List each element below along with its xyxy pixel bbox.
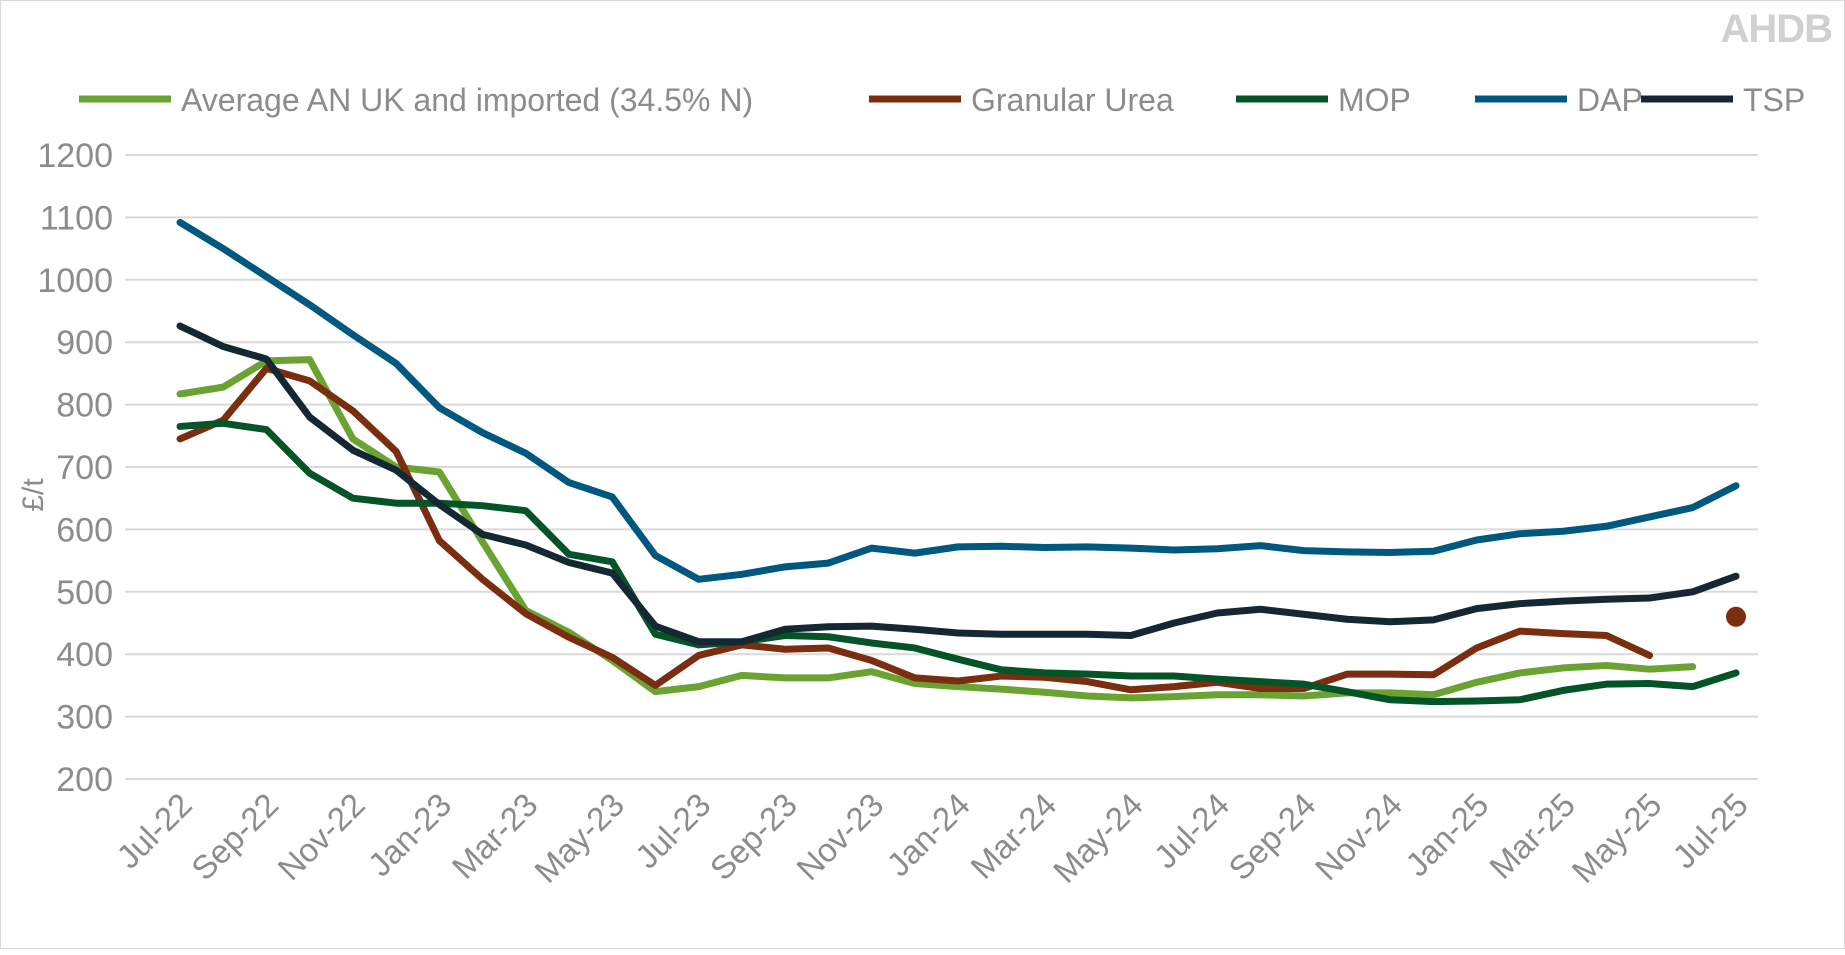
- ahdb-logo: AHDB: [1720, 7, 1833, 51]
- series-line: [176, 322, 1740, 646]
- y-tick-label: 900: [56, 324, 113, 362]
- y-tick-label: 1000: [37, 262, 113, 300]
- x-tick-label: Jan-24: [879, 786, 977, 884]
- y-tick-label: 1100: [40, 199, 113, 237]
- y-tick-label: 300: [56, 699, 113, 737]
- legend-label: Granular Urea: [971, 82, 1174, 118]
- x-tick-label: Jul-25: [1665, 786, 1755, 876]
- x-tick-label: Sep-22: [184, 786, 285, 887]
- x-tick-label: Mar-24: [963, 786, 1063, 886]
- x-tick-label: Sep-23: [703, 786, 804, 887]
- y-tick-label: 500: [56, 574, 113, 612]
- data-point-marker: [1726, 606, 1746, 627]
- legend-label: MOP: [1338, 82, 1411, 118]
- x-tick-label: Nov-23: [789, 786, 890, 887]
- x-tick-label: Sep-24: [1221, 786, 1322, 887]
- x-tick-label: Mar-23: [445, 786, 545, 886]
- y-tick-label: 800: [56, 387, 113, 425]
- legend-label: DAP: [1577, 82, 1643, 118]
- x-tick-label: Mar-25: [1482, 786, 1582, 886]
- x-tick-label: May-25: [1565, 786, 1669, 890]
- x-tick-label: Jan-23: [361, 786, 459, 884]
- series-line: [176, 356, 1697, 702]
- y-tick-label: 400: [56, 636, 113, 674]
- y-tick-label: 700: [56, 449, 113, 487]
- x-tick-label: Jan-25: [1398, 786, 1496, 884]
- y-tick-label: 1200: [37, 137, 113, 175]
- series-line: [176, 364, 1654, 694]
- x-tick-label: Nov-22: [270, 786, 371, 887]
- x-tick-label: May-24: [1046, 786, 1150, 890]
- x-tick-label: Nov-24: [1308, 786, 1409, 887]
- x-tick-label: May-23: [527, 786, 631, 890]
- y-tick-label: 200: [56, 761, 113, 799]
- legend-label: Average AN UK and imported (34.5% N): [181, 82, 753, 118]
- legend-label: TSP: [1743, 82, 1805, 118]
- series-line: [176, 218, 1740, 583]
- y-axis-label: £/t: [17, 478, 50, 512]
- series-line: [176, 419, 1740, 706]
- y-tick-label: 600: [56, 511, 113, 549]
